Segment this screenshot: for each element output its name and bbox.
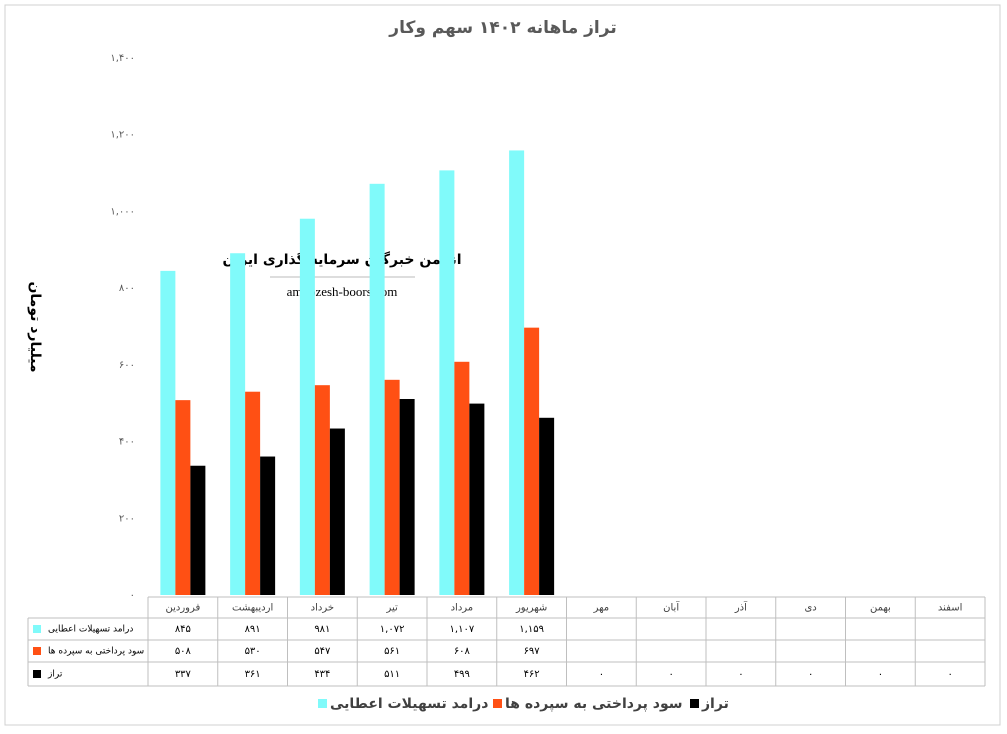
data-label: ۱,۱۰۷: [450, 624, 475, 635]
data-table: [27, 596, 986, 687]
y-tick-label: ۰: [130, 590, 135, 601]
y-tick-label: ۱,۰۰۰: [110, 206, 135, 217]
x-tick-label: اسفند: [938, 603, 962, 614]
legend-label: سود پرداختی به سپرده ها: [505, 696, 683, 712]
data-label: ۰: [668, 669, 673, 680]
legend-key: [318, 699, 327, 708]
data-label: ۰: [947, 669, 952, 680]
bar: [399, 398, 415, 595]
bar: [190, 465, 206, 595]
data-label: ۴۶۲: [524, 669, 540, 680]
y-tick-label: ۱,۲۰۰: [110, 130, 135, 141]
watermark: انجمن خبرگان سرمایه گذاری ایران: [222, 251, 461, 268]
data-label: ۱,۱۵۹: [519, 624, 544, 635]
data-label: ۱,۰۷۲: [380, 624, 405, 635]
data-label: ۵۱۱: [384, 669, 400, 680]
data-label: ۳۳۷: [175, 669, 192, 680]
bar: [454, 361, 470, 595]
table-legend-key: [33, 670, 41, 678]
data-label: ۹۸۱: [314, 624, 330, 635]
table-legend-key: [33, 625, 41, 633]
data-label: ۵۴۷: [314, 646, 331, 657]
data-label: ۰: [878, 669, 883, 680]
y-axis-label: میلیارد تومان: [27, 281, 43, 372]
x-tick-label: مرداد: [451, 603, 474, 614]
legend-key: [690, 699, 699, 708]
bar: [230, 253, 246, 595]
y-tick-label: ۸۰۰: [119, 283, 135, 294]
bar: [329, 428, 345, 595]
legend-label: درامد تسهیلات اعطایی: [330, 696, 488, 712]
data-label: ۶۰۸: [454, 646, 471, 657]
data-label: ۸۴۵: [175, 624, 191, 635]
data-label: ۰: [738, 669, 743, 680]
x-tick-label: فروردین: [165, 603, 200, 614]
bar: [299, 218, 315, 595]
data-label: ۵۳۰: [245, 646, 261, 657]
data-label: ۵۰۸: [175, 646, 192, 657]
bar: [509, 150, 525, 595]
bar: [314, 385, 330, 595]
x-tick-label: شهریور: [515, 603, 547, 614]
legend-label: تراز: [701, 696, 729, 712]
data-label: ۳۶۱: [245, 669, 261, 680]
data-label: ۴۹۹: [454, 669, 470, 680]
y-tick-label: ۱,۴۰۰: [110, 53, 135, 64]
x-tick-label: آبان: [663, 601, 680, 614]
bar: [469, 403, 485, 595]
data-label: ۴۳۴: [314, 669, 330, 680]
x-tick-label: خرداد: [311, 603, 334, 614]
y-tick-label: ۲۰۰: [119, 513, 135, 524]
bar: [384, 379, 400, 595]
data-label: ۸۹۱: [245, 624, 261, 635]
chart-title: تراز ماهانه ۱۴۰۲ سهم وکار: [388, 18, 616, 38]
bar: [245, 391, 261, 595]
x-tick-label: مهر: [593, 603, 609, 614]
x-tick-label: تیر: [385, 603, 398, 614]
data-label: ۶۹۷: [524, 646, 541, 657]
x-tick-label: آذر: [734, 601, 748, 614]
bar: [160, 270, 176, 595]
bar: [175, 400, 191, 595]
data-label: ۰: [808, 669, 813, 680]
bar: [524, 327, 540, 595]
table-legend-label: تراز: [47, 670, 63, 680]
data-label: ۰: [599, 669, 604, 680]
bar: [539, 417, 555, 595]
y-tick-label: ۴۰۰: [119, 437, 135, 448]
x-tick-label: بهمن: [870, 603, 891, 614]
legend-key: [493, 699, 502, 708]
data-label: ۵۶۱: [384, 646, 400, 657]
table-legend-key: [33, 647, 41, 655]
bar: [369, 183, 385, 595]
table-legend-label: سود پرداختی به سپرده ها: [48, 647, 144, 657]
bar: [260, 456, 276, 595]
table-legend-label: درامد تسهیلات اعطایی: [48, 625, 133, 635]
bar: [439, 170, 455, 596]
x-tick-label: اردیبهشت: [232, 603, 273, 614]
y-tick-label: ۶۰۰: [119, 360, 135, 371]
chart-frame: [4, 4, 1001, 726]
x-tick-label: دی: [804, 603, 816, 614]
